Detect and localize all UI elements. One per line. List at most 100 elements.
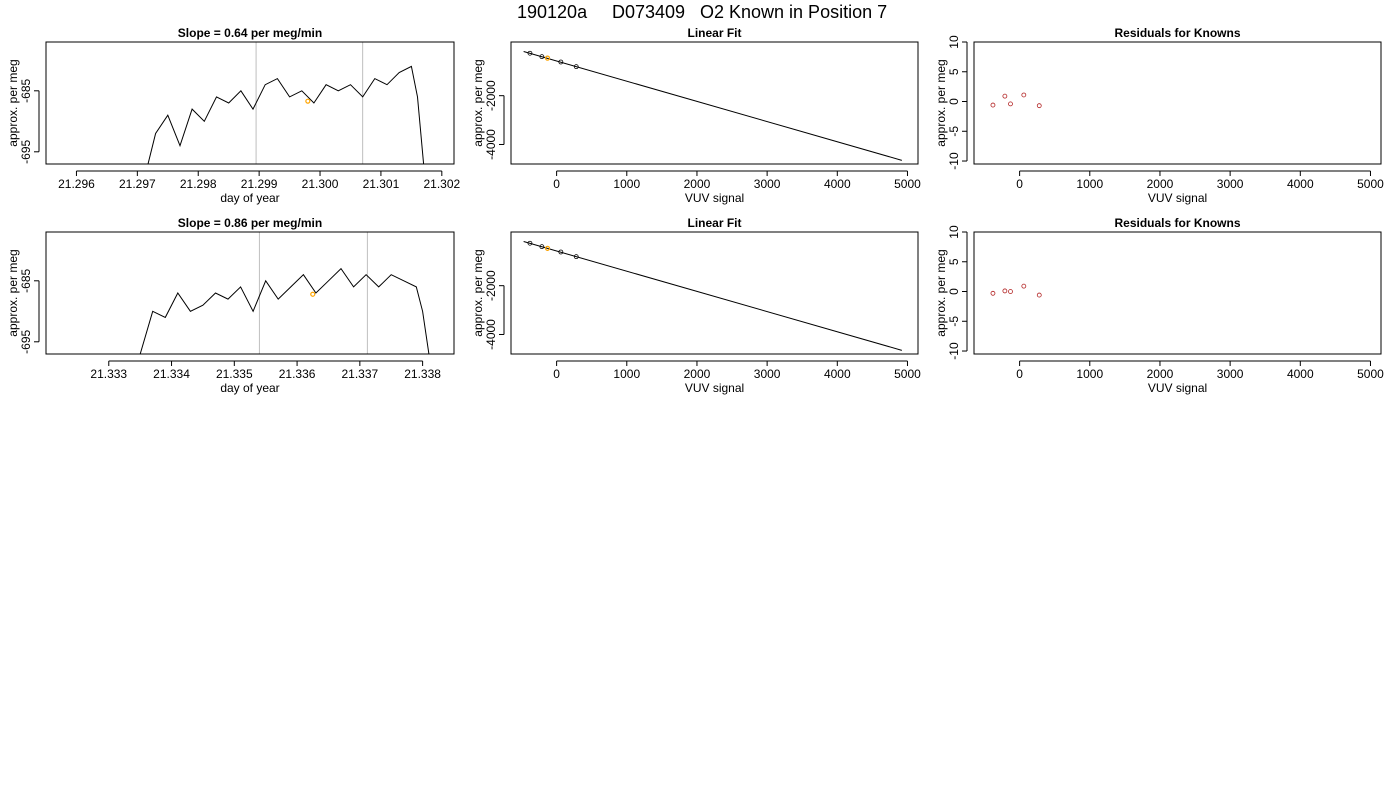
data-point	[527, 50, 533, 56]
panel-grid: Slope = 0.64 per meg/min 21.296 21.297 21.2…	[6, 26, 1384, 395]
x-tick-label: 21.336	[279, 367, 316, 381]
x-tick-label: 21.302	[423, 177, 460, 191]
y-tick-label: 0	[947, 98, 961, 105]
x-tick-label: 3000	[754, 177, 781, 191]
plot-area	[523, 50, 902, 161]
data-point	[1002, 93, 1008, 99]
x-tick-label: 0	[1016, 367, 1023, 381]
highlight-point	[305, 98, 311, 104]
main-title-run: 190120a	[517, 2, 588, 22]
panel-title: Linear Fit	[687, 216, 741, 230]
fit-line	[523, 51, 902, 161]
x-tick-label: 21.333	[90, 367, 127, 381]
y-tick-label: -685	[19, 268, 33, 292]
y-tick-label: 10	[947, 35, 961, 49]
data-point	[573, 254, 579, 260]
data-point	[558, 249, 564, 255]
chart-panel-6: Residuals for Knowns 0 1000 2000 3000 4000 500…	[934, 216, 1384, 395]
data-point	[539, 54, 545, 60]
y-tick-label: -5	[947, 316, 961, 327]
x-tick-label: 21.300	[302, 177, 339, 191]
series-line	[147, 65, 425, 164]
x-axis-label: day of year	[220, 381, 279, 395]
x-tick-label: 21.296	[58, 177, 95, 191]
plot-area	[523, 240, 902, 351]
x-tick-label: 0	[553, 367, 560, 381]
y-axis-label: approx. per meg	[6, 59, 20, 146]
y-axis-label: approx. per meg	[6, 249, 20, 336]
highlight-point	[310, 291, 316, 297]
x-tick-label: 0	[1016, 177, 1023, 191]
y-tick-label: -10	[947, 342, 961, 360]
data-point	[1021, 92, 1027, 98]
y-tick-label: -10	[947, 152, 961, 170]
plot-area	[139, 232, 430, 354]
x-tick-label: 4000	[1287, 177, 1314, 191]
data-point	[1008, 289, 1013, 294]
y-tick-label: 5	[947, 68, 961, 75]
x-tick-label: 21.301	[363, 177, 400, 191]
plot-frame	[973, 41, 1382, 165]
series-line	[139, 267, 430, 354]
data-point	[573, 64, 579, 70]
x-tick-label: 2000	[684, 177, 711, 191]
data-point	[539, 244, 545, 250]
chart-panel-3: Residuals for Knowns 0 1000 2000 3000 4000 500…	[934, 26, 1384, 205]
x-tick-label: 3000	[1217, 367, 1244, 381]
x-tick-label: 2000	[1147, 177, 1174, 191]
x-tick-label: 4000	[1287, 367, 1314, 381]
x-tick-label: 1000	[1076, 367, 1103, 381]
x-tick-label: 21.335	[216, 367, 253, 381]
panel-title: Slope = 0.86 per meg/min	[178, 216, 322, 230]
x-axis-label: VUV signal	[685, 191, 744, 205]
x-axis-label: VUV signal	[685, 381, 744, 395]
x-tick-label: 21.298	[180, 177, 217, 191]
y-tick-label: -4000	[484, 129, 498, 160]
y-axis-label: approx. per meg	[934, 249, 948, 336]
main-title-text: O2 Known in Position 7	[700, 2, 887, 22]
data-point	[558, 59, 564, 65]
x-tick-label: 3000	[754, 367, 781, 381]
x-tick-label: 5000	[894, 367, 921, 381]
plot-area	[990, 283, 1042, 298]
x-tick-label: 21.338	[404, 367, 441, 381]
plot-frame	[45, 231, 455, 355]
chart-panel-2: Linear Fit 0 1000 2000 3000 4000 5000 VUV signa…	[471, 26, 921, 205]
y-tick-label: -2000	[484, 80, 498, 111]
data-point	[1008, 101, 1013, 107]
x-tick-label: 3000	[1217, 177, 1244, 191]
x-tick-label: 4000	[824, 177, 851, 191]
x-tick-label: 1000	[1076, 177, 1103, 191]
x-axis-label: VUV signal	[1148, 191, 1207, 205]
x-tick-label: 0	[553, 177, 560, 191]
data-point	[527, 240, 533, 246]
x-tick-label: 1000	[613, 367, 640, 381]
panel-title: Residuals for Knowns	[1114, 216, 1240, 230]
x-tick-label: 21.337	[341, 367, 378, 381]
y-tick-label: 5	[947, 258, 961, 265]
x-tick-label: 5000	[1357, 177, 1384, 191]
y-tick-label: -695	[19, 329, 33, 353]
data-point	[1036, 103, 1042, 109]
data-point	[1002, 288, 1008, 294]
y-tick-label: -5	[947, 126, 961, 137]
x-tick-label: 4000	[824, 367, 851, 381]
x-tick-label: 21.299	[241, 177, 278, 191]
x-tick-label: 2000	[1147, 367, 1174, 381]
plot-area	[990, 92, 1042, 109]
x-tick-label: 5000	[894, 177, 921, 191]
x-tick-label: 2000	[684, 367, 711, 381]
x-tick-label: 21.297	[119, 177, 156, 191]
x-axis-label: day of year	[220, 191, 279, 205]
plot-frame	[510, 231, 919, 355]
y-tick-label: -4000	[484, 319, 498, 350]
chart-panel-4: Slope = 0.86 per meg/min 21.333 21.334 21.3…	[6, 216, 455, 395]
main-title-id: D073409	[612, 2, 685, 22]
data-point	[1036, 292, 1042, 298]
panel-title: Residuals for Knowns	[1114, 26, 1240, 40]
y-tick-label: -695	[19, 139, 33, 163]
plot-frame	[973, 231, 1382, 355]
panel-title: Slope = 0.64 per meg/min	[178, 26, 322, 40]
